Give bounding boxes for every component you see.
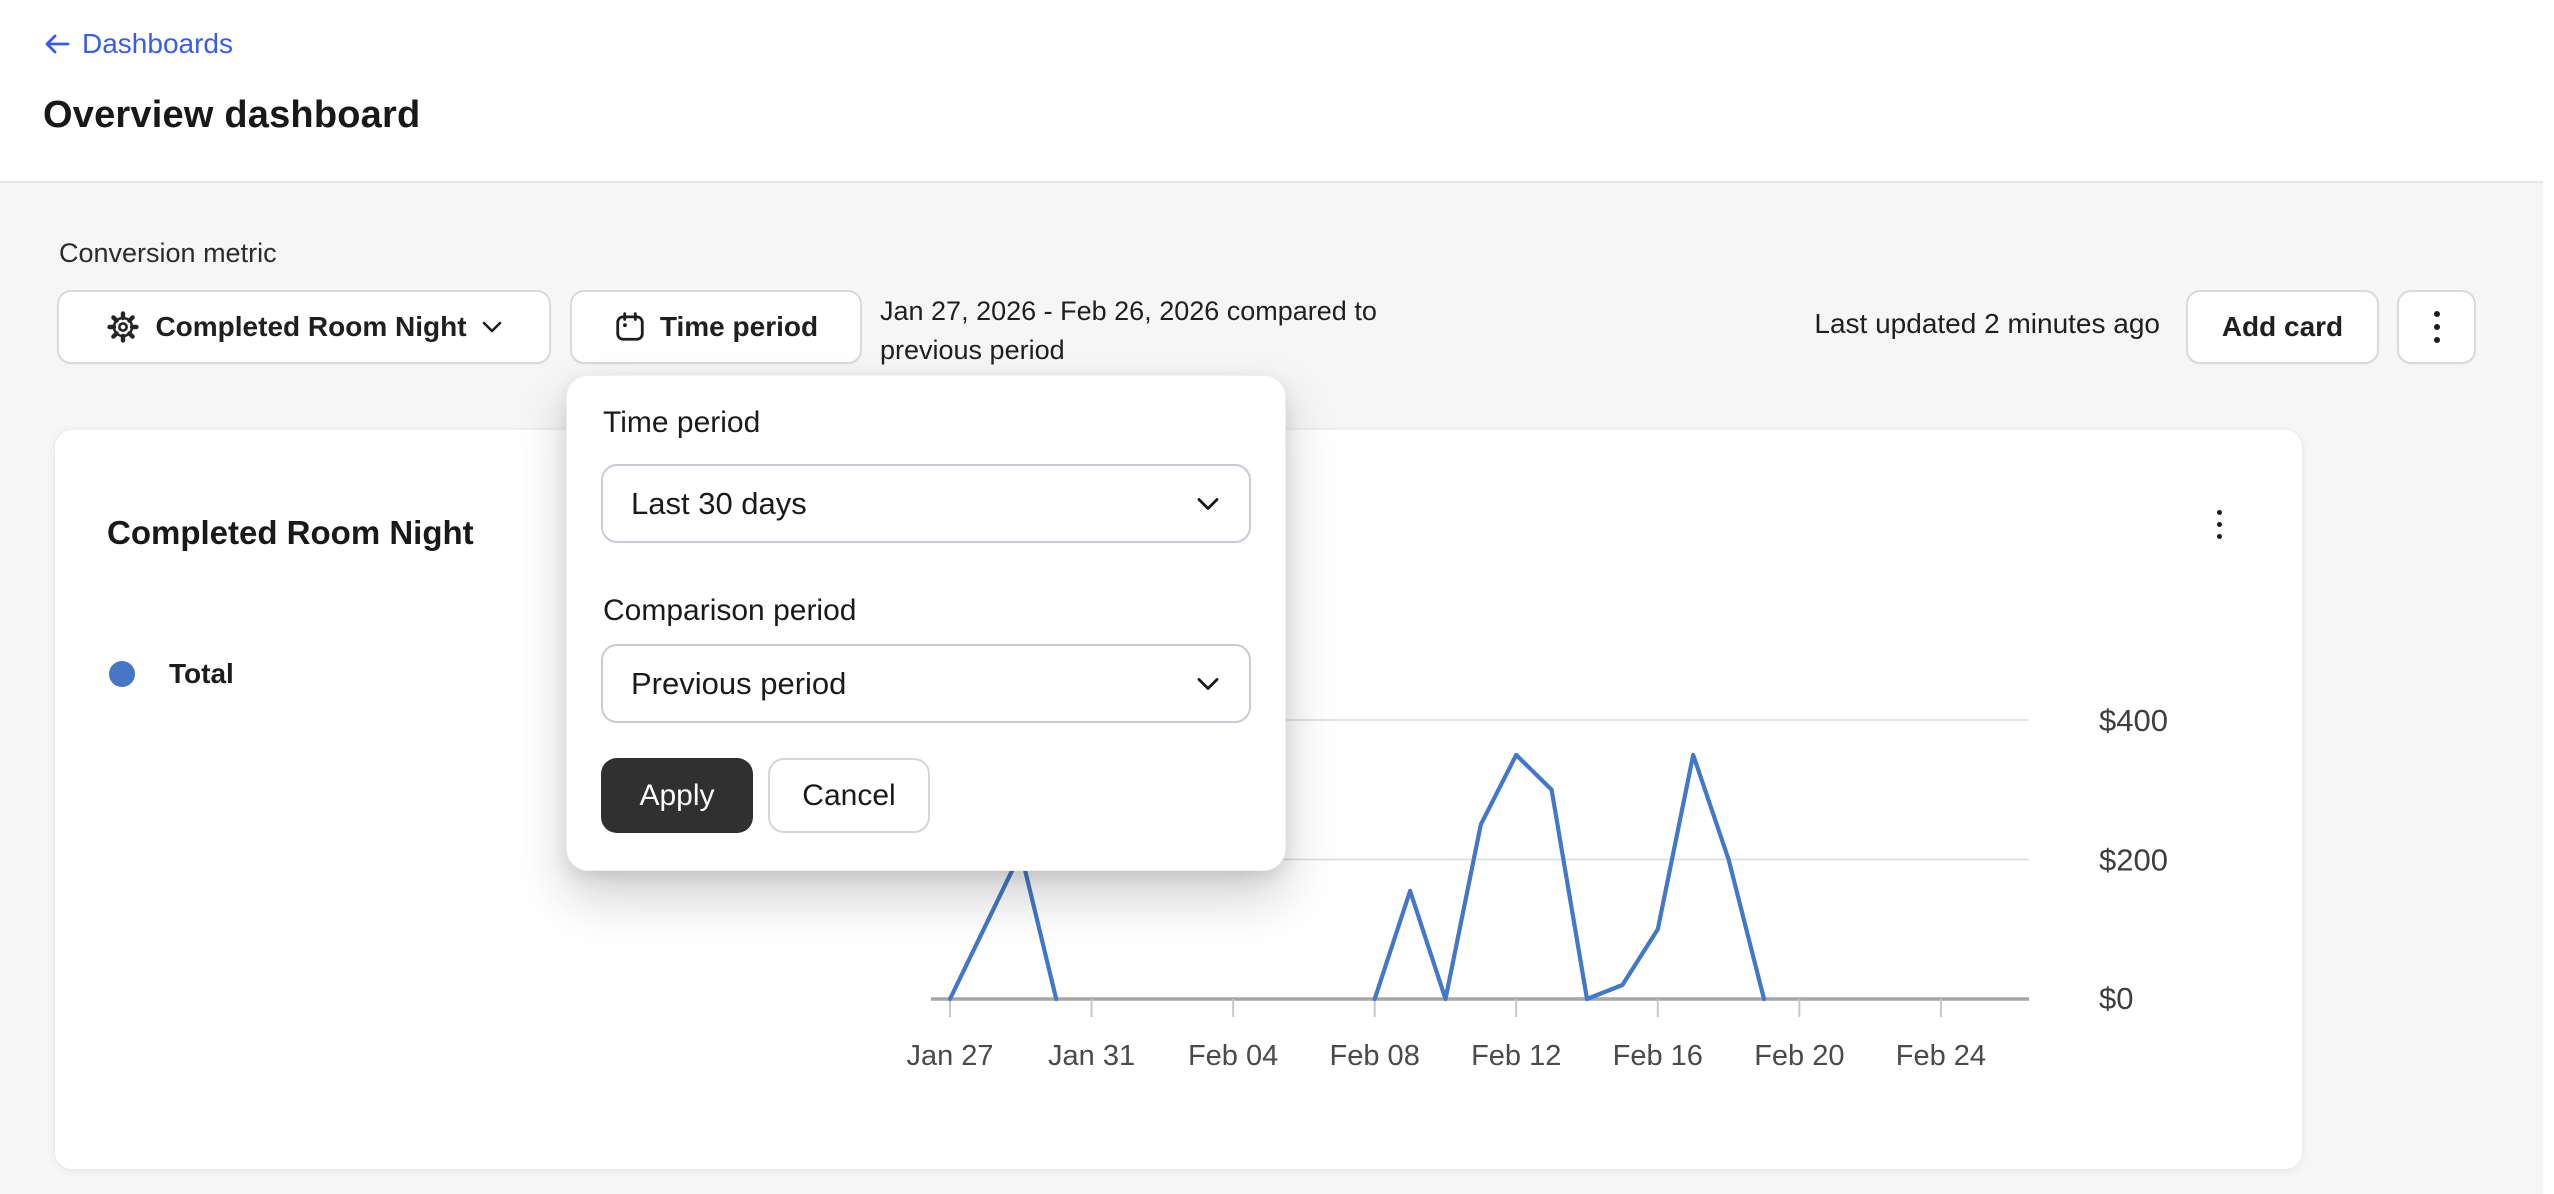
popover-comparison-label: Comparison period xyxy=(603,594,857,627)
chevron-down-icon xyxy=(1195,496,1221,512)
legend-total-dot xyxy=(109,661,135,687)
total-line-series xyxy=(947,850,1059,1002)
chart-legend: Total xyxy=(109,658,234,690)
time-period-select-value: Last 30 days xyxy=(631,485,807,521)
chevron-down-icon xyxy=(1195,676,1221,692)
x-axis-label: Feb 12 xyxy=(1471,1040,1561,1072)
back-to-dashboards-link[interactable]: Dashboards xyxy=(44,28,233,60)
x-axis-label: Feb 08 xyxy=(1330,1040,1420,1072)
x-axis-label: Jan 27 xyxy=(906,1040,993,1072)
chevron-down-icon xyxy=(481,320,503,334)
kebab-vertical-icon xyxy=(2216,509,2222,539)
popover-time-period-label: Time period xyxy=(603,406,761,439)
x-axis-label: Feb 16 xyxy=(1613,1040,1703,1072)
add-card-label: Add card xyxy=(2221,311,2344,342)
dashboard-overflow-menu-button[interactable] xyxy=(2397,290,2476,364)
calendar-icon xyxy=(614,311,646,343)
apply-button[interactable]: Apply xyxy=(601,758,753,833)
gear-icon xyxy=(105,309,141,345)
date-range-line2: previous period xyxy=(880,335,1065,365)
y-axis-label: $400 xyxy=(2099,703,2168,738)
y-axis-label: $200 xyxy=(2099,843,2168,878)
y-axis-label: $0 xyxy=(2099,981,2133,1016)
page-header xyxy=(0,0,2554,183)
card-title: Completed Room Night xyxy=(107,514,474,551)
page-title: Overview dashboard xyxy=(43,94,421,136)
comparison-period-select-value: Previous period xyxy=(631,665,847,701)
scrollbar-gutter[interactable] xyxy=(2543,0,2554,1194)
comparison-period-select[interactable]: Previous period xyxy=(601,644,1251,723)
line-chart: $0 $200 $400 Jan 27 Jan 31 Feb 04 Feb 08 Feb 12… xyxy=(906,703,2168,1072)
last-updated-text: Last updated 2 minutes ago xyxy=(1814,308,2160,339)
metric-select-value: Completed Room Night xyxy=(155,311,467,342)
time-period-button[interactable]: Time period xyxy=(570,290,862,364)
x-axis-label: Jan 31 xyxy=(1048,1040,1135,1072)
back-arrow-icon xyxy=(44,33,70,55)
back-link-label: Dashboards xyxy=(82,28,233,59)
date-range-line1: Jan 27, 2026 - Feb 26, 2026 compared to xyxy=(880,296,1377,326)
conversion-metric-label: Conversion metric xyxy=(59,238,277,268)
date-range-summary: Jan 27, 2026 - Feb 26, 2026 compared to … xyxy=(880,292,1377,370)
time-period-select[interactable]: Last 30 days xyxy=(601,464,1251,543)
add-card-button[interactable]: Add card xyxy=(2186,290,2379,364)
x-axis-label: Feb 04 xyxy=(1188,1040,1278,1072)
card-overflow-menu-button[interactable] xyxy=(2193,496,2245,552)
kebab-vertical-icon xyxy=(2433,311,2440,343)
x-axis-label: Feb 20 xyxy=(1754,1040,1844,1072)
cancel-button[interactable]: Cancel xyxy=(768,758,930,833)
total-line-series xyxy=(1372,752,1767,1002)
time-period-button-label: Time period xyxy=(659,311,819,342)
x-axis-label: Feb 24 xyxy=(1896,1040,1986,1072)
legend-total-label: Total xyxy=(169,658,234,689)
time-period-popover: Time period Last 30 days Comparison peri… xyxy=(566,375,1286,871)
metric-select-button[interactable]: Completed Room Night xyxy=(57,290,551,364)
